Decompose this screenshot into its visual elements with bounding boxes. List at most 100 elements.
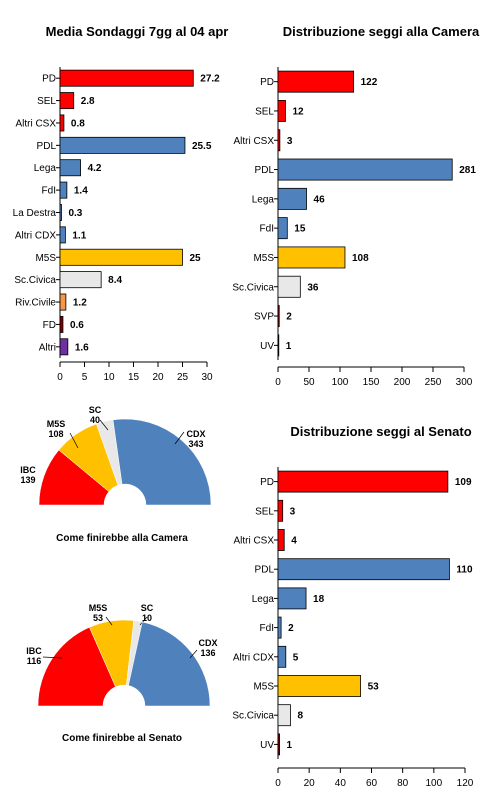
category-label: FdI bbox=[260, 224, 274, 235]
category-label: PD bbox=[260, 77, 274, 88]
slice-leader-line bbox=[105, 616, 113, 626]
data-label: 5 bbox=[293, 652, 299, 663]
x-tick-label: 100 bbox=[425, 778, 442, 789]
category-label: Sc.Civica bbox=[232, 711, 274, 722]
data-label: 0.3 bbox=[68, 208, 82, 219]
category-label: M5S bbox=[35, 253, 56, 264]
data-label: 0.6 bbox=[70, 320, 84, 331]
pie-caption: Come finirebbe alla Camera bbox=[56, 533, 188, 544]
slice-name-label: CDX bbox=[186, 429, 205, 439]
slice-value-label: 343 bbox=[188, 439, 203, 449]
x-tick-label: 40 bbox=[335, 778, 347, 789]
bar bbox=[277, 129, 281, 152]
category-label: SEL bbox=[255, 106, 274, 117]
data-label: 1.2 bbox=[73, 298, 87, 309]
slice-value-label: 108 bbox=[48, 429, 63, 439]
data-label: 281 bbox=[459, 165, 476, 176]
category-label: PDL bbox=[255, 165, 275, 176]
category-label: SEL bbox=[37, 96, 56, 107]
data-label: 1.4 bbox=[74, 186, 88, 197]
x-tick-label: 300 bbox=[456, 377, 473, 388]
bar bbox=[277, 275, 301, 298]
pie-slice-ibc bbox=[37, 626, 116, 707]
category-label: Altri CSX bbox=[233, 536, 274, 547]
slice-leader-line bbox=[69, 432, 79, 449]
bar bbox=[277, 100, 286, 122]
bar bbox=[59, 181, 68, 199]
data-label: 0.8 bbox=[71, 118, 85, 129]
slice-leader-line bbox=[174, 431, 185, 445]
x-tick-label: 80 bbox=[397, 778, 409, 789]
slice-value-label: 139 bbox=[20, 475, 35, 485]
category-label: PDL bbox=[37, 141, 57, 152]
data-label: 2 bbox=[286, 312, 292, 323]
bar bbox=[59, 226, 66, 244]
bar bbox=[277, 733, 280, 756]
slice-name-label: CDX bbox=[198, 638, 217, 648]
category-label: FD bbox=[43, 320, 56, 331]
data-label: 1.6 bbox=[75, 342, 89, 353]
bar bbox=[59, 204, 62, 221]
slice-value-label: 10 bbox=[142, 613, 152, 623]
slice-value-label: 53 bbox=[93, 613, 103, 623]
x-tick-label: 5 bbox=[82, 372, 88, 383]
category-label: Altri CDX bbox=[233, 652, 274, 663]
bar bbox=[277, 305, 280, 327]
data-label: 27.2 bbox=[200, 74, 220, 85]
bar bbox=[277, 158, 453, 181]
bar bbox=[277, 645, 287, 668]
x-tick-label: 250 bbox=[425, 377, 442, 388]
data-label: 1.1 bbox=[72, 230, 86, 241]
bar bbox=[277, 704, 291, 727]
bar bbox=[59, 136, 186, 154]
x-tick-label: 50 bbox=[303, 377, 315, 388]
category-label: La Destra bbox=[13, 208, 57, 219]
data-label: 110 bbox=[456, 565, 473, 576]
data-label: 122 bbox=[361, 77, 378, 88]
x-tick-label: 60 bbox=[366, 778, 378, 789]
x-tick-label: 0 bbox=[275, 778, 281, 789]
slice-name-label: SC bbox=[89, 405, 102, 415]
category-label: Altri CSX bbox=[15, 118, 56, 129]
bar bbox=[59, 338, 69, 356]
data-label: 53 bbox=[368, 682, 380, 693]
data-label: 1 bbox=[286, 341, 292, 352]
x-tick-label: 20 bbox=[304, 778, 316, 789]
x-tick-label: 10 bbox=[103, 372, 115, 383]
slice-name-label: IBC bbox=[20, 465, 36, 475]
data-label: 2 bbox=[288, 623, 294, 634]
data-label: 4.2 bbox=[88, 163, 102, 174]
data-label: 108 bbox=[352, 253, 369, 264]
data-label: 18 bbox=[313, 594, 325, 605]
category-label: PD bbox=[42, 74, 56, 85]
x-tick-label: 20 bbox=[152, 372, 164, 383]
category-label: Sc.Civica bbox=[14, 275, 56, 286]
data-label: 36 bbox=[307, 282, 319, 293]
data-label: 15 bbox=[294, 224, 306, 235]
pie-caption: Come finirebbe al Senato bbox=[62, 733, 182, 744]
bar bbox=[59, 69, 194, 87]
data-label: 4 bbox=[291, 536, 297, 547]
bar-chart-senato: Distribuzione seggi al Senato PD 109 SEL 3 Al… bbox=[232, 424, 473, 789]
slice-leader-line bbox=[189, 649, 198, 659]
chart-title: Media Sondaggi 7gg al 04 apr bbox=[46, 24, 229, 39]
category-label: Riv.Civile bbox=[15, 298, 56, 309]
bar bbox=[277, 217, 288, 240]
bar bbox=[59, 114, 65, 132]
x-tick-label: 25 bbox=[177, 372, 189, 383]
bar bbox=[277, 70, 355, 93]
bar bbox=[277, 499, 284, 522]
category-label: Lega bbox=[34, 163, 57, 174]
slice-name-label: SC bbox=[141, 603, 154, 613]
bar bbox=[277, 616, 282, 639]
bar bbox=[277, 587, 307, 610]
x-tick-label: 15 bbox=[128, 372, 140, 383]
category-label: UV bbox=[260, 740, 274, 751]
bar bbox=[59, 271, 102, 289]
chart-title: Distribuzione seggi al Senato bbox=[290, 424, 471, 439]
category-label: Sc.Civica bbox=[232, 282, 274, 293]
category-label: Lega bbox=[252, 594, 275, 605]
